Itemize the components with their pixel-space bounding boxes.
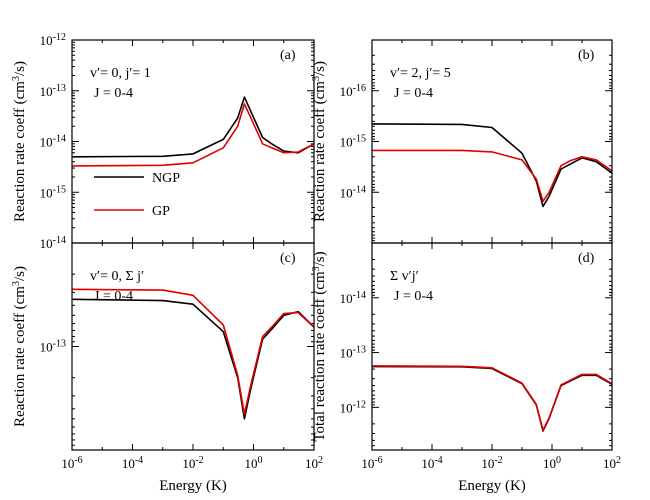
- panel-d: 10-6 10-4 10-2 100 102 10-14 10-13 10-12 (d) Σ v′…: [311, 242, 621, 494]
- x-tick-label: 100: [543, 455, 561, 472]
- x-tick-label: 102: [305, 455, 323, 472]
- panel-c: 10-6 10-4 10-2 100 102 10-14 10-13 (c) v′= 0, Σ …: [11, 235, 324, 495]
- x-tick-label: 10-2: [182, 455, 203, 472]
- legend: NGP GP: [94, 171, 180, 219]
- series-line-gp: [371, 365, 613, 431]
- x-tick-label: 10-6: [361, 455, 382, 472]
- panel-tag: (b): [578, 48, 595, 63]
- panel-frame: [371, 242, 613, 451]
- panel-label-line: v′= 0, Σ j′: [90, 269, 144, 284]
- x-tick-label: 10-4: [421, 455, 442, 472]
- series-line-ngp: [371, 365, 613, 432]
- y-axis-label: Reaction rate coeff (cm3/s): [11, 266, 29, 427]
- panel-tag: (c): [280, 251, 296, 266]
- y-tick-label: 10-13: [340, 344, 366, 361]
- y-axis-label: Reaction rate coeff (cm3/s): [11, 61, 29, 222]
- y-tick-label: 10-15: [40, 184, 66, 201]
- series-line-gp: [71, 288, 315, 415]
- panel-label-line: J = 0-4: [394, 289, 433, 304]
- panel-tag: (a): [280, 48, 296, 63]
- y-tick-label: 10-12: [40, 32, 66, 49]
- series-line-ngp: [71, 96, 315, 158]
- panel-label-line: Σ v′j′: [390, 269, 419, 284]
- y-tick-label: 10-14: [340, 184, 366, 201]
- y-tick-label: 10-13: [40, 338, 66, 355]
- x-tick-label: 10-6: [61, 455, 82, 472]
- panel-b: 10-16 10-15 10-14 (b) v′= 2, j′= 5 J = 0-4 Rea…: [311, 39, 613, 244]
- x-axis-label: Energy (K): [159, 478, 227, 494]
- x-tick-label: 10-4: [122, 455, 143, 472]
- series-line-ngp: [71, 298, 315, 420]
- y-tick-label: 10-14: [340, 289, 366, 306]
- series-line-ngp: [371, 123, 613, 208]
- x-tick-label: 10-2: [481, 455, 502, 472]
- y-axis-label: Reaction rate coeff (cm3/s): [311, 61, 329, 222]
- x-tick-label: 102: [603, 455, 621, 472]
- legend-label-ngp: NGP: [152, 171, 180, 186]
- y-tick-label: 10-14: [40, 133, 66, 150]
- y-tick-label: 10-15: [340, 133, 366, 150]
- panel-label-line: v′= 2, j′= 5: [390, 66, 451, 81]
- y-axis-label: Total reaction rate coeff (cm3/s): [311, 251, 329, 441]
- x-axis-label: Energy (K): [458, 478, 526, 494]
- panel-frame: [71, 242, 315, 451]
- panel-label-line: J = 0-4: [94, 86, 133, 101]
- panel-a: 10-15 10-14 10-13 10-12 (a) v′= 0, j′= 1 J = 0…: [11, 32, 315, 244]
- y-tick-label: 10-13: [40, 82, 66, 99]
- panel-label-line: J = 0-4: [394, 86, 433, 101]
- series-line-gp: [71, 103, 315, 167]
- panel-tag: (d): [578, 251, 595, 266]
- x-tick-label: 100: [245, 455, 263, 472]
- panel-label-line: v′= 0, j′= 1: [90, 66, 151, 81]
- panel-label-line: J = 0-4: [94, 289, 133, 304]
- y-tick-label: 10-14: [40, 235, 66, 252]
- y-tick-label: 10-16: [340, 82, 366, 99]
- legend-label-gp: GP: [152, 204, 170, 219]
- y-tick-label: 10-12: [340, 399, 366, 416]
- series-line-gp: [372, 149, 613, 202]
